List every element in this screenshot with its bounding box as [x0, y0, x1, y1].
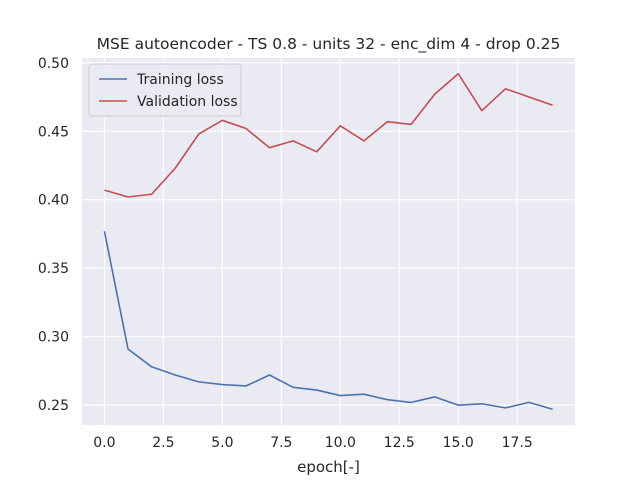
y-tick-label: 0.35	[38, 261, 69, 277]
chart-title: MSE autoencoder - TS 0.8 - units 32 - en…	[97, 35, 561, 54]
grid-lines	[82, 58, 575, 425]
plot-area	[82, 58, 575, 425]
y-tick-label: 0.50	[38, 56, 69, 72]
validation-loss-line	[104, 72, 553, 198]
x-tick-label: 0.0	[93, 435, 115, 451]
y-tick-label: 0.30	[38, 330, 69, 346]
x-tick-label: 2.5	[152, 435, 174, 451]
validation-loss-legend-label: Validation loss	[137, 94, 238, 110]
x-axis-label: epoch[-]	[297, 458, 360, 476]
training-loss-legend-label: Training loss	[136, 72, 224, 88]
legend: Training loss Validation loss	[88, 63, 242, 117]
series-lines	[103, 72, 553, 411]
legend-box	[88, 63, 242, 117]
x-tick-label: 5.0	[211, 435, 233, 451]
training-loss-line	[103, 231, 553, 411]
y-tick-label: 0.25	[38, 398, 69, 414]
x-tick-label: 7.5	[270, 435, 292, 451]
y-axis-ticks: 0.25 0.30 0.35 0.40 0.45 0.50	[38, 56, 69, 414]
x-tick-label: 12.5	[384, 435, 415, 451]
y-tick-label: 0.45	[38, 124, 69, 140]
x-tick-label: 15.0	[443, 435, 474, 451]
x-tick-label: 17.5	[502, 435, 533, 451]
y-tick-label: 0.40	[38, 193, 69, 209]
x-axis-ticks: 0.0 2.5 5.0 7.5 10.0 12.5 15.0 17.5	[93, 435, 533, 451]
x-tick-label: 10.0	[325, 435, 356, 451]
